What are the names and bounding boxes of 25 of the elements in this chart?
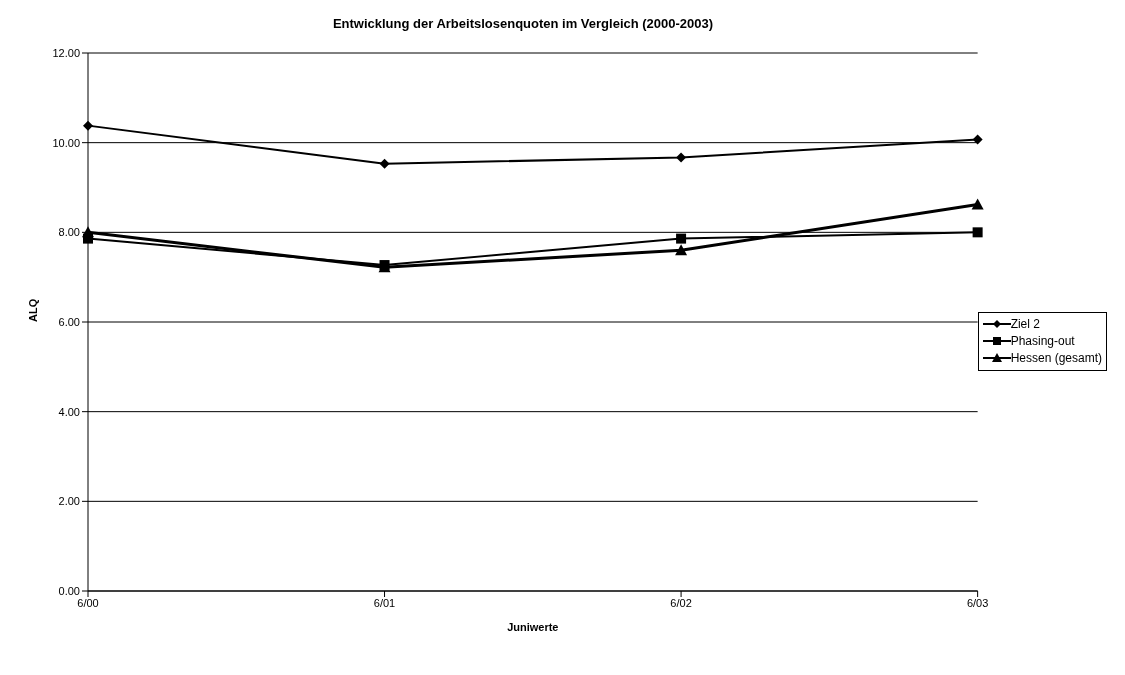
x-tick-label: 6/01 xyxy=(373,596,396,609)
legend-label: Hessen (gesamt) xyxy=(1010,351,1102,365)
y-tick-label: 2.00 xyxy=(58,495,80,508)
x-tick-label: 6/03 xyxy=(966,596,989,609)
y-tick-label: 10.00 xyxy=(52,136,80,149)
point xyxy=(379,158,390,169)
point xyxy=(676,152,687,163)
legend-label: Phasing-out xyxy=(1010,334,1075,348)
y-tick-label: 6.00 xyxy=(58,315,80,328)
point xyxy=(972,134,983,145)
y-axis-title: ALQ xyxy=(26,298,39,322)
point xyxy=(972,227,983,238)
point xyxy=(971,198,984,210)
point xyxy=(675,244,688,256)
x-tick-label: 6/00 xyxy=(77,596,99,609)
point xyxy=(676,233,687,244)
y-tick-label: 4.00 xyxy=(58,405,80,418)
y-tick-label: 12.00 xyxy=(52,46,80,59)
y-tick-label: 0.00 xyxy=(58,584,80,597)
x-tick-label: 6/02 xyxy=(670,596,692,609)
point xyxy=(83,120,93,131)
y-tick-label: 8.00 xyxy=(58,226,80,239)
chart-title: Entwicklung der Arbeitslosenquoten im Vergleich (2000-2003) xyxy=(331,16,715,31)
x-axis-title: Juniwerte xyxy=(507,621,559,633)
legend-label: Ziel 2 xyxy=(1010,317,1040,331)
